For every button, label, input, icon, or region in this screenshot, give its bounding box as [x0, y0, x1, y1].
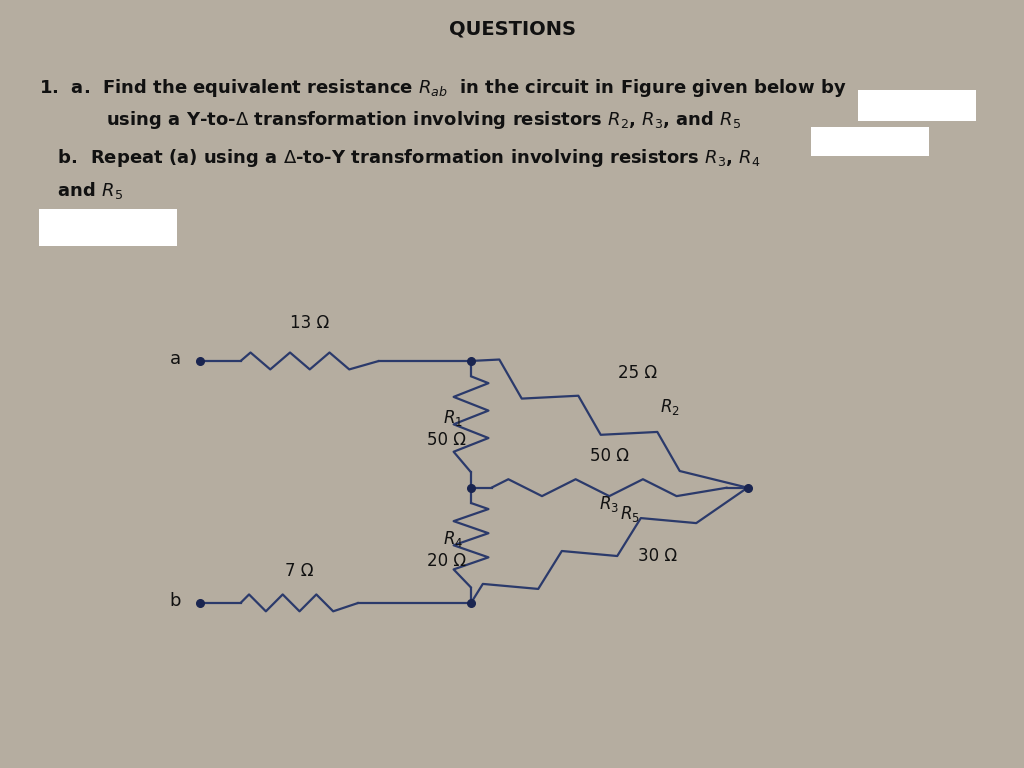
Text: 50 Ω: 50 Ω	[427, 431, 466, 449]
Text: 20 Ω: 20 Ω	[427, 551, 466, 570]
FancyBboxPatch shape	[858, 90, 976, 121]
Text: 13 Ω: 13 Ω	[290, 314, 330, 332]
Text: a: a	[170, 350, 181, 369]
FancyBboxPatch shape	[39, 209, 177, 246]
Text: 30 Ω: 30 Ω	[638, 547, 677, 564]
Text: b: b	[170, 592, 181, 611]
Text: $R_1$: $R_1$	[443, 408, 463, 429]
Text: $R_5$: $R_5$	[620, 504, 639, 524]
Text: 50 Ω: 50 Ω	[590, 447, 629, 465]
Text: using a Y-to-$\Delta$ transformation involving resistors $R_2$, $R_3$, and $R_5$: using a Y-to-$\Delta$ transformation inv…	[106, 109, 742, 131]
Text: b.  Repeat (a) using a $\Delta$-to-Y transformation involving resistors $R_3$, $: b. Repeat (a) using a $\Delta$-to-Y tran…	[39, 147, 761, 170]
Text: 7 Ω: 7 Ω	[286, 562, 313, 580]
Text: $R_4$: $R_4$	[442, 529, 463, 549]
Text: $R_2$: $R_2$	[660, 397, 680, 418]
Text: and $R_5$: and $R_5$	[39, 180, 123, 200]
Text: $R_3$: $R_3$	[599, 494, 620, 514]
Text: QUESTIONS: QUESTIONS	[449, 19, 575, 38]
Text: 1.  a.  Find the equivalent resistance $R_{ab}$  in the circuit in Figure given : 1. a. Find the equivalent resistance $R_…	[39, 77, 846, 99]
Text: 25 Ω: 25 Ω	[618, 364, 657, 382]
FancyBboxPatch shape	[811, 127, 929, 156]
